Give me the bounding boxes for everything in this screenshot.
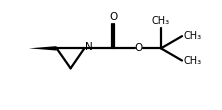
Text: O: O	[135, 43, 143, 53]
Text: O: O	[109, 12, 117, 22]
Text: CH₃: CH₃	[183, 56, 201, 66]
Text: N: N	[85, 42, 93, 52]
Text: CH₃: CH₃	[183, 31, 201, 41]
Text: CH₃: CH₃	[152, 16, 170, 26]
Polygon shape	[29, 46, 57, 51]
